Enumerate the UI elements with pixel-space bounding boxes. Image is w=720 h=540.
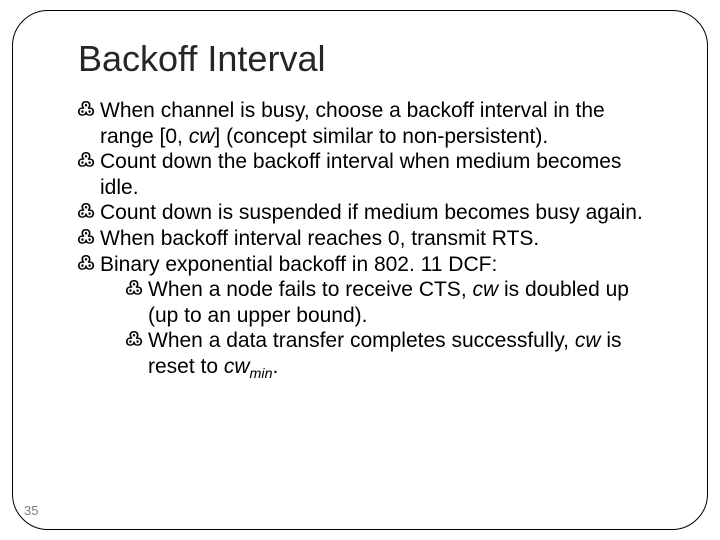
swirl-icon: ߷ [77, 202, 95, 221]
swirl-icon: ߷ [125, 330, 143, 349]
bullet-list: ߷ When channel is busy, choose a backoff… [78, 98, 660, 384]
swirl-icon: ߷ [77, 254, 95, 273]
sub-bullet-list: ߷ When a node fails to receive CTS, cw i… [100, 277, 660, 383]
swirl-icon: ߷ [77, 228, 95, 247]
bullet-text: Count down the backoff interval when med… [100, 150, 621, 199]
slide-title: Backoff Interval [78, 38, 660, 80]
swirl-icon: ߷ [77, 100, 95, 119]
sub-bullet-text: When a data transfer completes successfu… [148, 329, 621, 378]
swirl-icon: ߷ [77, 151, 95, 170]
bullet-text: When channel is busy, choose a backoff i… [100, 99, 605, 148]
bullet-text: Count down is suspended if medium become… [100, 201, 643, 224]
bullet-item: ߷ Binary exponential backoff in 802. 11 … [78, 252, 660, 384]
page-number: 35 [24, 503, 38, 518]
bullet-item: ߷ Count down is suspended if medium beco… [78, 200, 660, 226]
sub-bullet-item: ߷ When a node fails to receive CTS, cw i… [126, 277, 660, 328]
bullet-text: When backoff interval reaches 0, transmi… [100, 227, 539, 250]
sub-bullet-text: When a node fails to receive CTS, cw is … [148, 278, 629, 327]
bullet-item: ߷ When backoff interval reaches 0, trans… [78, 226, 660, 252]
swirl-icon: ߷ [125, 279, 143, 298]
bullet-item: ߷ When channel is busy, choose a backoff… [78, 98, 660, 149]
sub-bullet-item: ߷ When a data transfer completes success… [126, 328, 660, 383]
bullet-item: ߷ Count down the backoff interval when m… [78, 149, 660, 200]
slide-content: Backoff Interval ߷ When channel is busy,… [78, 38, 660, 384]
bullet-text: Binary exponential backoff in 802. 11 DC… [100, 253, 497, 276]
